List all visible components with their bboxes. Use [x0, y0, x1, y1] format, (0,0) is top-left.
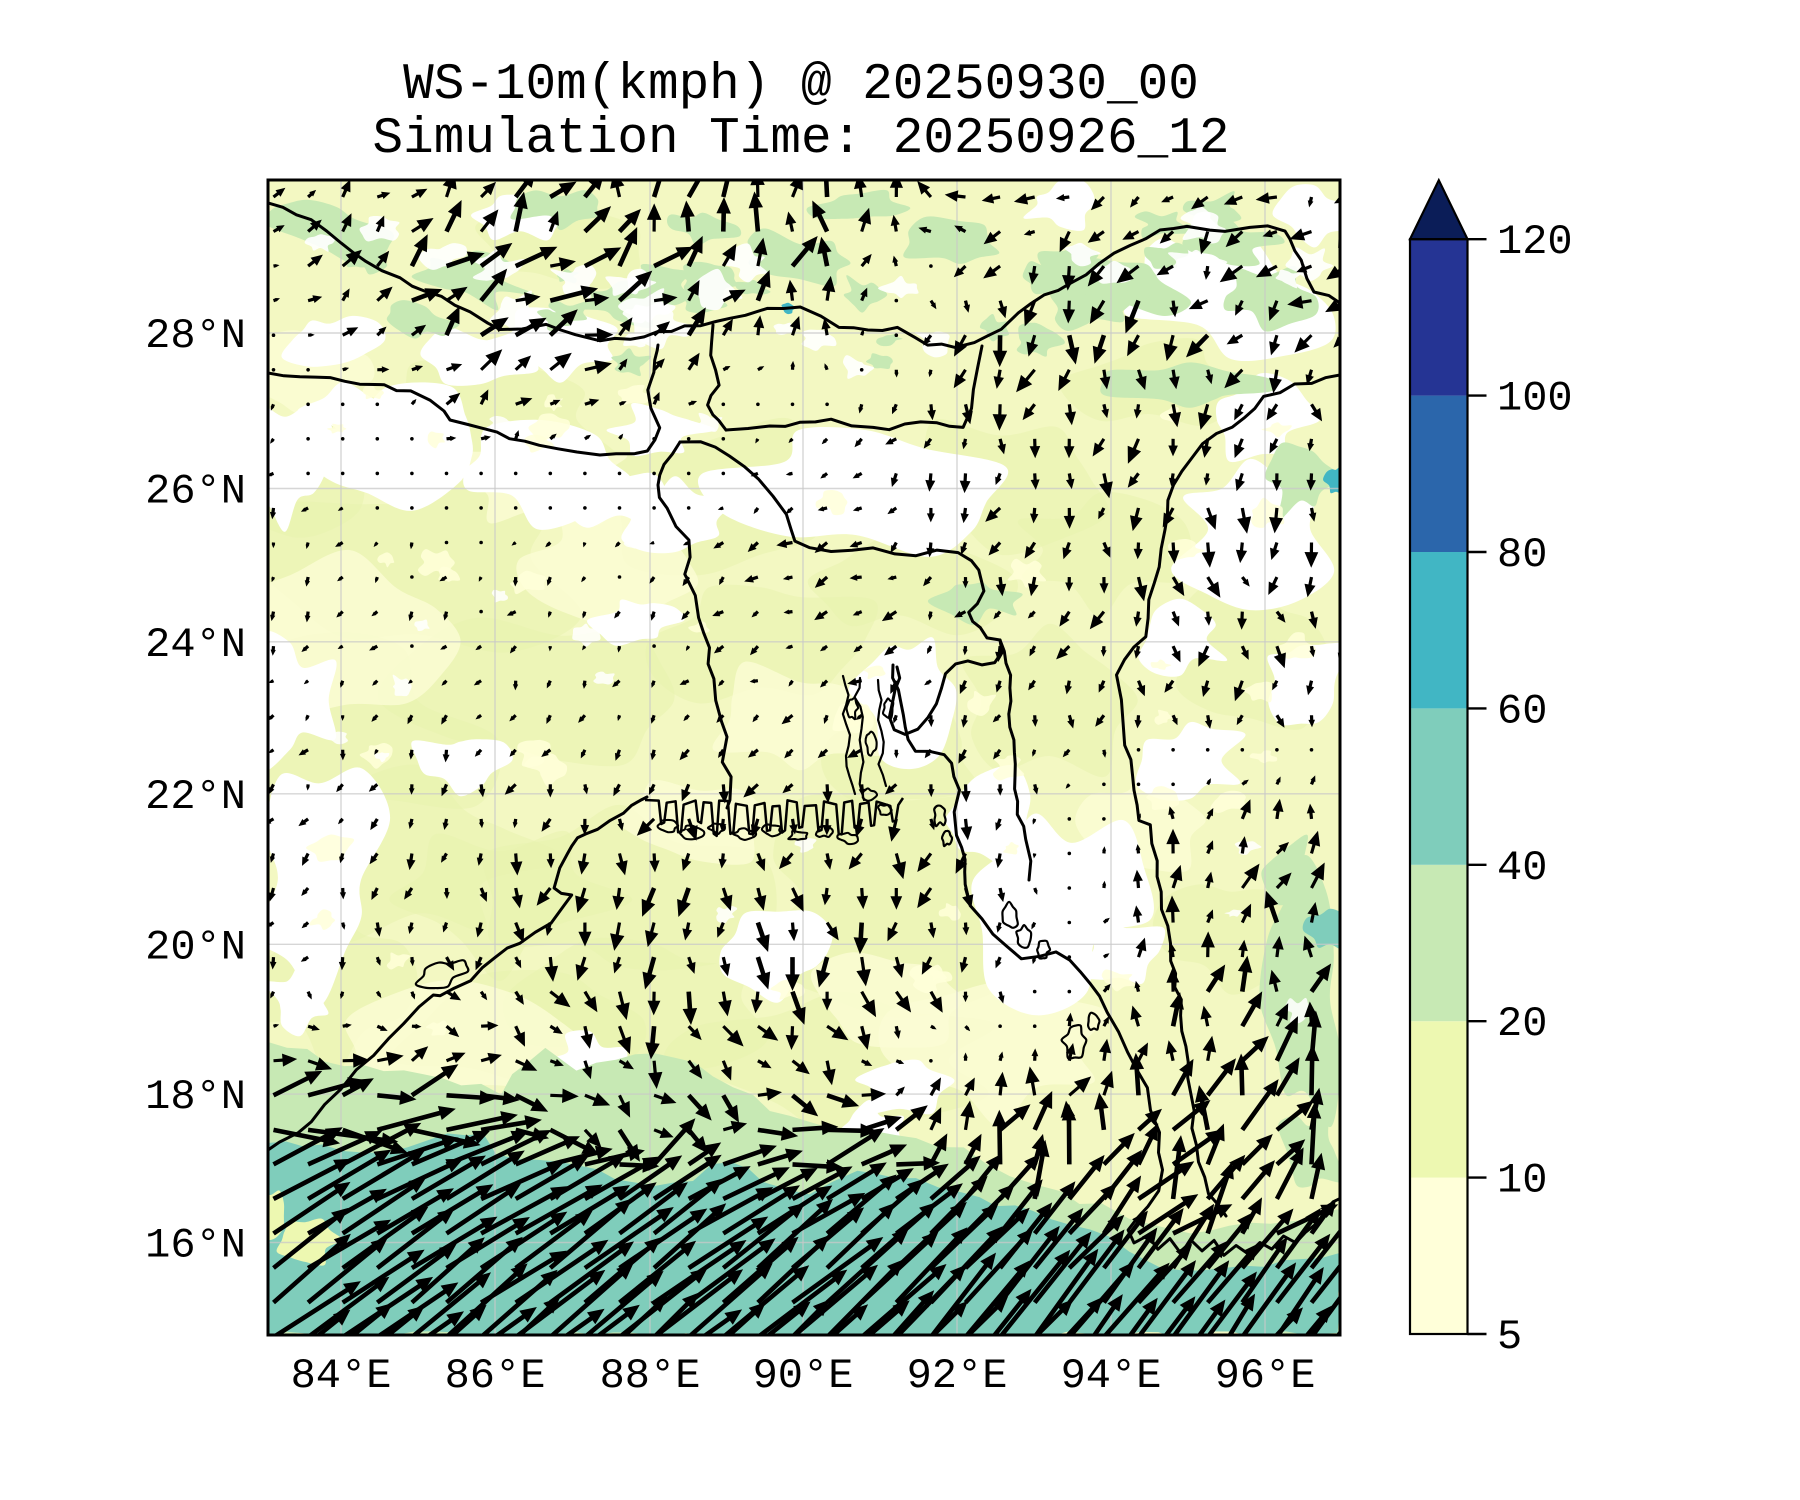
svg-text:40: 40	[1497, 844, 1547, 892]
svg-text:86°E: 86°E	[445, 1352, 546, 1400]
svg-text:60: 60	[1497, 687, 1547, 735]
svg-text:80: 80	[1497, 531, 1547, 579]
svg-text:120: 120	[1497, 218, 1573, 266]
svg-text:24°N: 24°N	[145, 621, 246, 669]
svg-text:10: 10	[1497, 1157, 1547, 1205]
svg-text:Simulation Time: 20250926_12: Simulation Time: 20250926_12	[373, 111, 1230, 168]
svg-text:5: 5	[1497, 1313, 1522, 1361]
svg-text:84°E: 84°E	[291, 1352, 392, 1400]
svg-text:28°N: 28°N	[145, 312, 246, 360]
svg-text:96°E: 96°E	[1215, 1352, 1316, 1400]
svg-text:90°E: 90°E	[753, 1352, 854, 1400]
svg-text:26°N: 26°N	[145, 468, 246, 516]
svg-text:94°E: 94°E	[1061, 1352, 1162, 1400]
svg-text:16°N: 16°N	[145, 1222, 246, 1270]
svg-text:100: 100	[1497, 375, 1573, 423]
svg-text:88°E: 88°E	[600, 1352, 701, 1400]
svg-text:20: 20	[1497, 1000, 1547, 1048]
svg-text:22°N: 22°N	[145, 773, 246, 821]
svg-text:WS-10m(kmph) @ 20250930_00: WS-10m(kmph) @ 20250930_00	[403, 57, 1199, 114]
svg-text:92°E: 92°E	[907, 1352, 1008, 1400]
svg-text:20°N: 20°N	[145, 923, 246, 971]
svg-text:18°N: 18°N	[145, 1073, 246, 1121]
